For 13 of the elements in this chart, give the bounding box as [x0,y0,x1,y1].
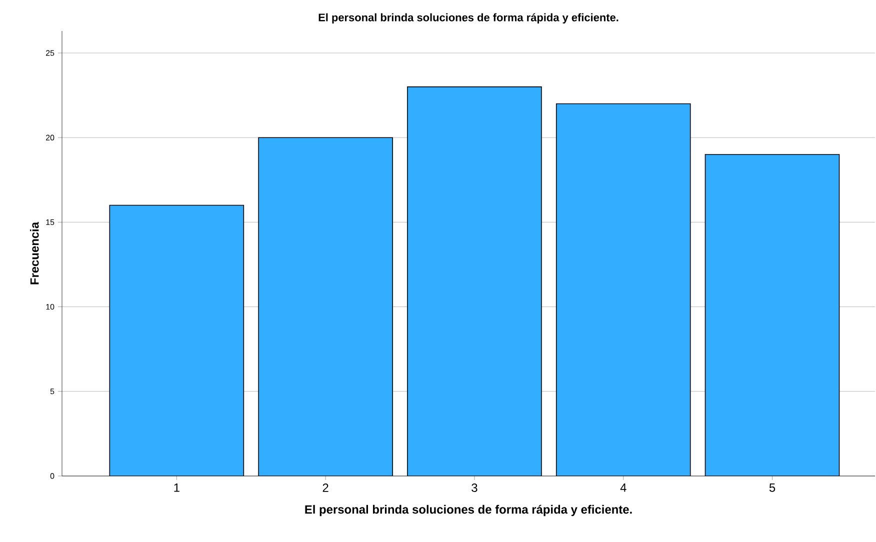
x-axis-title: El personal brinda soluciones de forma rápida y eficiente. [305,504,632,516]
bar [258,137,393,476]
x-tick-label: 5 [769,484,776,492]
bar [407,86,542,476]
bar [556,103,691,476]
x-tick-label: 1 [174,484,180,492]
bar [109,204,244,476]
x-tick-label: 3 [472,484,478,492]
chart-title: El personal brinda soluciones de forma rápida y eficiente. [318,13,618,24]
x-tick-label: 4 [620,484,626,492]
x-tick-label: 2 [322,484,328,492]
y-axis-title: Frecuencia [30,222,39,284]
bar [704,154,840,476]
